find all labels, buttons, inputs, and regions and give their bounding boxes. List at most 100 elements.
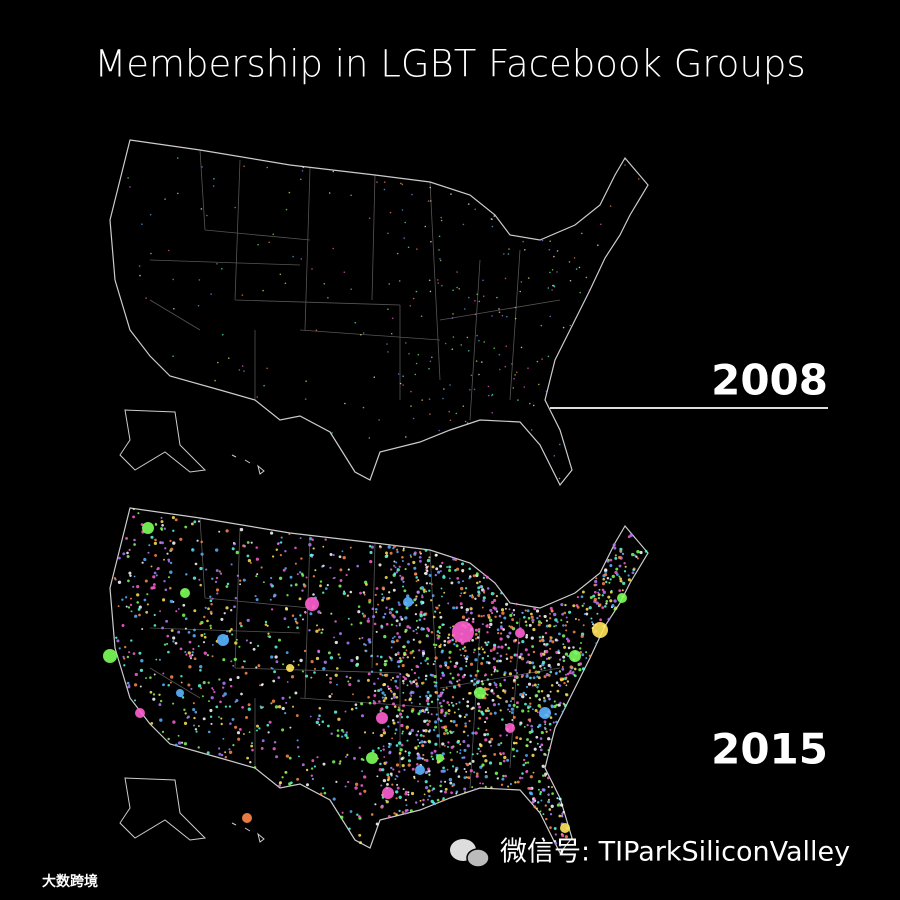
member-dot [317,649,321,653]
member-dot [236,731,241,735]
member-dot [143,598,147,602]
member-dot [475,572,479,576]
member-dot [387,725,390,728]
member-dot [375,822,379,826]
member-dot [415,733,419,737]
member-dot [549,666,552,669]
member-dot [609,558,613,562]
member-dot [387,745,391,749]
member-dot [370,670,374,673]
member-dot [394,732,397,735]
wechat-icon [450,839,490,868]
member-dot [474,628,478,632]
hub-dot [176,689,184,697]
member-dot [363,775,367,779]
member-dot [540,731,544,735]
member-dot [604,580,608,584]
member-dot [543,726,547,730]
member-dot [509,782,513,786]
member-dot [133,699,137,702]
member-dot [613,607,617,611]
member-dot [145,610,149,614]
member-dot [456,750,459,753]
member-dot [393,544,397,548]
member-dot [285,606,288,610]
member-dot [541,239,544,242]
member-dot [509,613,513,617]
member-dot [132,585,135,588]
member-dot [595,577,598,580]
member-dot [253,766,257,769]
member-dot [531,621,534,624]
member-dot [464,722,467,725]
member-dot [465,770,468,773]
watermark-logo: 大数跨境 [42,873,98,890]
member-dot [473,388,476,391]
member-dot [482,576,486,579]
member-dot [401,732,404,735]
member-dot [419,614,423,618]
member-dot [508,608,511,611]
member-dot [550,738,553,741]
member-dot [243,370,245,372]
member-dot [117,580,122,584]
member-dot [597,593,601,597]
member-dot [340,735,344,738]
member-dot [209,595,212,599]
member-dot [421,709,425,713]
member-dot [268,241,271,244]
member-dot [536,801,540,804]
member-dot [133,543,136,546]
member-dot [525,753,528,757]
member-dot [284,771,287,774]
member-dot [366,678,370,682]
member-dot [558,802,561,805]
member-dot [172,720,176,724]
member-dot [274,705,279,709]
member-dot [234,641,238,645]
member-dot [563,645,567,649]
member-dot [196,539,199,542]
member-dot [288,696,291,699]
member-dot [418,741,421,744]
member-dot [334,673,338,677]
member-dot [466,422,469,424]
member-dot [255,575,258,578]
member-dot [515,653,519,657]
member-dot [636,550,640,554]
member-dot [481,782,484,785]
member-dot [364,649,368,653]
member-dot [416,632,418,635]
member-dot [411,193,413,196]
member-dot [305,576,308,579]
member-dot [275,660,279,664]
member-dot [398,795,402,799]
member-dot [179,647,183,651]
member-dot [336,683,338,686]
member-dot [555,650,559,654]
member-dot [215,588,220,592]
member-dot [531,800,535,804]
member-dot [342,556,346,560]
member-dot [434,646,437,649]
member-dot [392,547,395,550]
member-dot [541,743,544,747]
member-dot [448,568,452,573]
member-dot [639,550,643,555]
member-dot [504,774,508,778]
member-dot [562,655,566,659]
member-dot [441,752,445,756]
member-dot [497,645,500,649]
hub-dot [415,765,425,775]
member-dot [465,618,469,622]
member-dot [383,756,386,758]
member-dot [601,588,605,592]
member-dot [191,651,194,654]
member-dot [400,182,402,185]
member-dot [410,555,412,558]
member-dot [427,200,430,202]
member-dot [152,585,156,590]
member-dot [556,250,559,252]
member-dot [380,804,384,808]
member-dot [350,707,354,711]
